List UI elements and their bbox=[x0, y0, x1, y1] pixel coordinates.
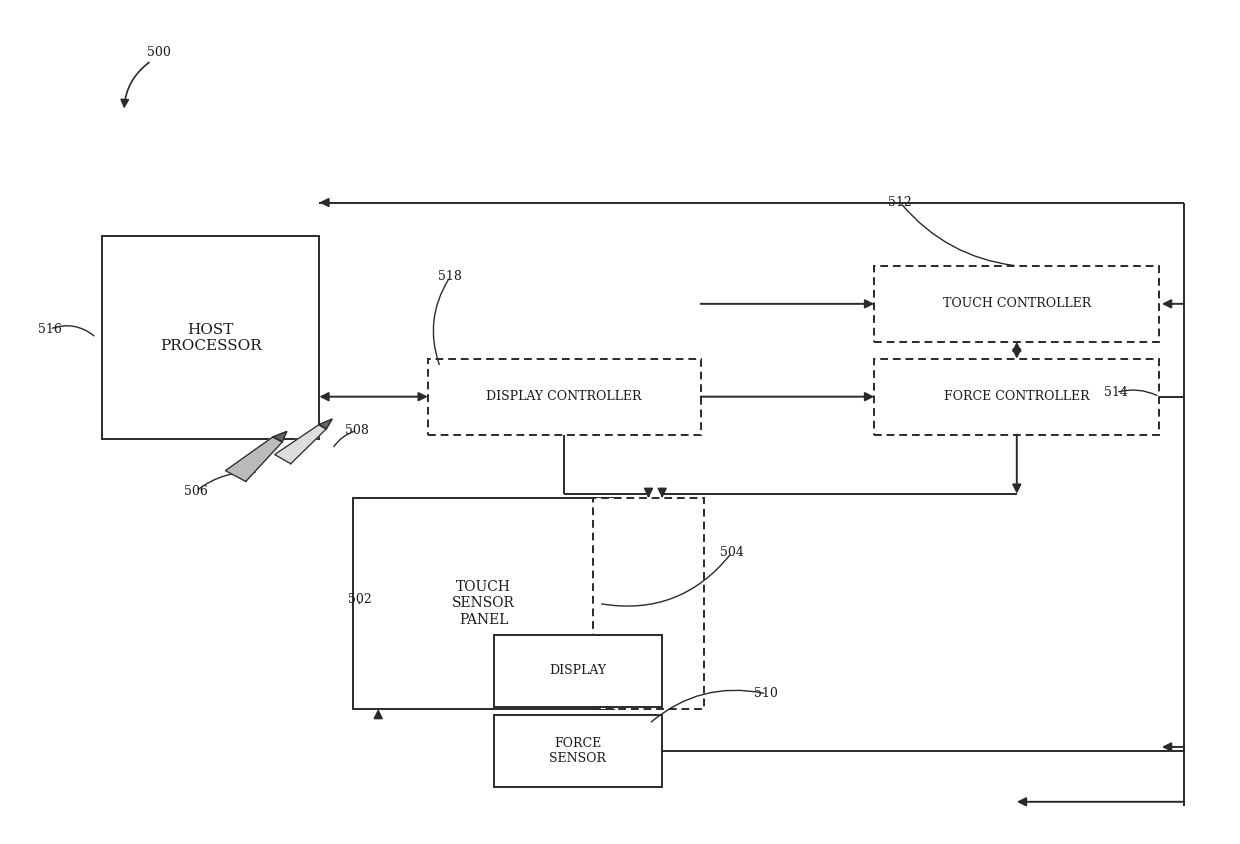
Text: 508: 508 bbox=[345, 424, 370, 437]
FancyBboxPatch shape bbox=[593, 498, 704, 709]
FancyBboxPatch shape bbox=[874, 266, 1159, 342]
Polygon shape bbox=[275, 425, 326, 463]
FancyBboxPatch shape bbox=[353, 498, 614, 709]
Polygon shape bbox=[273, 431, 286, 442]
FancyBboxPatch shape bbox=[874, 359, 1159, 435]
Text: 502: 502 bbox=[347, 592, 372, 606]
FancyBboxPatch shape bbox=[103, 236, 320, 439]
Text: TOUCH CONTROLLER: TOUCH CONTROLLER bbox=[942, 297, 1091, 311]
Polygon shape bbox=[226, 437, 283, 481]
Text: 512: 512 bbox=[888, 196, 913, 209]
FancyBboxPatch shape bbox=[494, 636, 662, 707]
Text: FORCE CONTROLLER: FORCE CONTROLLER bbox=[944, 390, 1090, 403]
Polygon shape bbox=[319, 419, 332, 429]
Text: FORCE
SENSOR: FORCE SENSOR bbox=[549, 737, 606, 766]
Text: 504: 504 bbox=[719, 546, 744, 560]
Text: TOUCH
SENSOR
PANEL: TOUCH SENSOR PANEL bbox=[453, 581, 515, 626]
Text: DISPLAY CONTROLLER: DISPLAY CONTROLLER bbox=[486, 390, 642, 403]
Text: 506: 506 bbox=[184, 484, 208, 498]
Text: 510: 510 bbox=[754, 687, 779, 701]
Text: DISPLAY: DISPLAY bbox=[549, 664, 606, 678]
FancyBboxPatch shape bbox=[428, 359, 701, 435]
Text: 500: 500 bbox=[146, 46, 171, 59]
Text: 518: 518 bbox=[438, 270, 463, 284]
Text: 514: 514 bbox=[1104, 386, 1128, 399]
Text: HOST
PROCESSOR: HOST PROCESSOR bbox=[160, 322, 262, 353]
FancyBboxPatch shape bbox=[494, 715, 662, 787]
Text: 516: 516 bbox=[37, 322, 62, 336]
